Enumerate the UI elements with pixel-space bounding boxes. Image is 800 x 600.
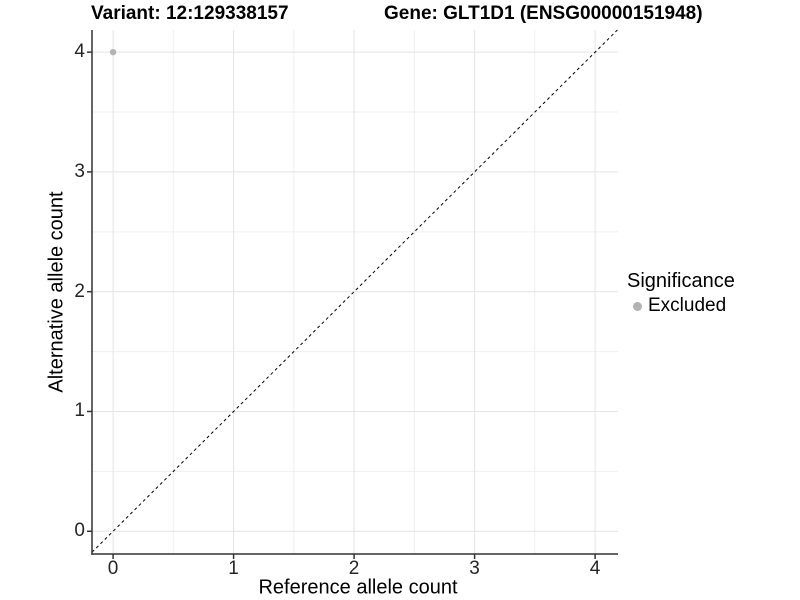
y-tick-label: 2 [74,280,85,302]
variant-title: Variant: 12:129338157 [91,3,289,24]
y-tick-label: 0 [74,520,85,542]
y-axis-label: Alternative allele count [45,191,68,393]
y-tick-label: 1 [74,400,85,422]
y-tick-label: 4 [74,41,85,63]
legend: Significance Excluded [627,270,735,317]
y-tick-label: 3 [74,160,85,182]
gene-title: Gene: GLT1D1 (ENSG00000151948) [384,3,703,24]
identity-line [91,29,618,553]
legend-item-label: Excluded [648,295,727,316]
x-axis-label: Reference allele count [258,576,458,599]
x-tick-label: 2 [348,558,360,579]
x-tick-label: 1 [228,558,239,579]
legend-title: Significance [627,270,735,292]
legend-item-excluded: Excluded [627,295,735,317]
x-tick-label: 0 [107,558,119,579]
x-tick-label: 3 [469,558,480,579]
excluded-point-icon [633,301,642,311]
x-tick-label: 4 [589,558,601,579]
data-point [109,48,117,56]
